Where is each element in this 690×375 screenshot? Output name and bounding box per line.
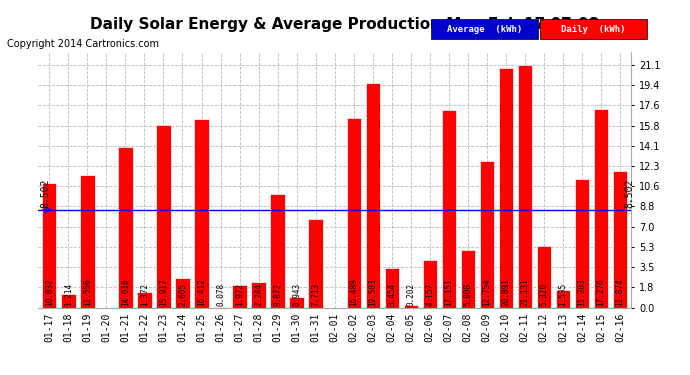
Text: 1.972: 1.972 xyxy=(235,283,244,306)
Text: 16.489: 16.489 xyxy=(349,278,358,306)
Bar xyxy=(442,111,456,308)
Text: 8.502: 8.502 xyxy=(41,179,51,208)
Bar xyxy=(422,260,437,308)
Bar xyxy=(499,68,513,308)
Text: 21.131: 21.131 xyxy=(520,278,529,306)
Bar xyxy=(251,282,266,308)
Text: 17.270: 17.270 xyxy=(596,278,605,306)
Bar xyxy=(290,297,304,307)
Bar xyxy=(594,109,608,307)
Bar xyxy=(61,294,75,308)
Bar xyxy=(404,305,418,308)
Text: 1.372: 1.372 xyxy=(140,283,149,306)
Text: 2.244: 2.244 xyxy=(254,283,263,306)
Text: 0.943: 0.943 xyxy=(292,283,301,306)
Bar xyxy=(195,119,208,308)
Bar xyxy=(157,124,170,308)
Text: 7.713: 7.713 xyxy=(311,283,320,306)
Text: 10.832: 10.832 xyxy=(45,278,54,306)
Text: 8.502: 8.502 xyxy=(624,179,634,208)
Bar xyxy=(233,285,247,308)
Bar xyxy=(461,250,475,307)
Bar xyxy=(346,118,361,308)
Text: 11.556: 11.556 xyxy=(83,278,92,306)
Bar xyxy=(366,84,380,308)
Text: 5.008: 5.008 xyxy=(463,283,472,306)
Bar xyxy=(175,278,190,308)
Text: 2.605: 2.605 xyxy=(178,283,187,306)
Text: 17.151: 17.151 xyxy=(444,278,453,306)
Text: 4.157: 4.157 xyxy=(425,283,434,306)
Text: 0.202: 0.202 xyxy=(406,283,415,306)
Bar xyxy=(213,307,228,308)
Bar xyxy=(118,147,132,308)
Bar xyxy=(137,292,152,308)
Text: 20.891: 20.891 xyxy=(502,278,511,306)
Bar xyxy=(613,171,627,308)
Text: 1.535: 1.535 xyxy=(558,283,567,306)
Text: 15.917: 15.917 xyxy=(159,278,168,306)
Text: 0.078: 0.078 xyxy=(216,283,225,306)
Bar xyxy=(575,179,589,308)
Text: 9.872: 9.872 xyxy=(273,283,282,306)
Text: Average  (kWh): Average (kWh) xyxy=(447,25,522,34)
Text: 16.412: 16.412 xyxy=(197,278,206,306)
Text: 11.203: 11.203 xyxy=(578,278,586,306)
Bar xyxy=(480,161,494,308)
Bar xyxy=(42,183,57,308)
Text: 14.016: 14.016 xyxy=(121,278,130,306)
Text: 5.320: 5.320 xyxy=(540,283,549,306)
Text: 1.214: 1.214 xyxy=(64,283,73,306)
Text: 19.503: 19.503 xyxy=(368,278,377,306)
Bar xyxy=(537,246,551,308)
Bar xyxy=(270,194,285,308)
Text: 12.754: 12.754 xyxy=(482,278,491,306)
Bar xyxy=(555,290,570,308)
Text: Daily  (kWh): Daily (kWh) xyxy=(561,25,625,34)
Text: 3.454: 3.454 xyxy=(387,283,396,306)
Bar xyxy=(308,219,323,308)
Bar xyxy=(80,175,95,308)
Text: 11.874: 11.874 xyxy=(615,278,624,306)
Bar xyxy=(518,65,532,308)
Text: Copyright 2014 Cartronics.com: Copyright 2014 Cartronics.com xyxy=(7,39,159,50)
Text: Daily Solar Energy & Average Production Mon Feb 17 07:08: Daily Solar Energy & Average Production … xyxy=(90,17,600,32)
Bar xyxy=(384,268,399,308)
